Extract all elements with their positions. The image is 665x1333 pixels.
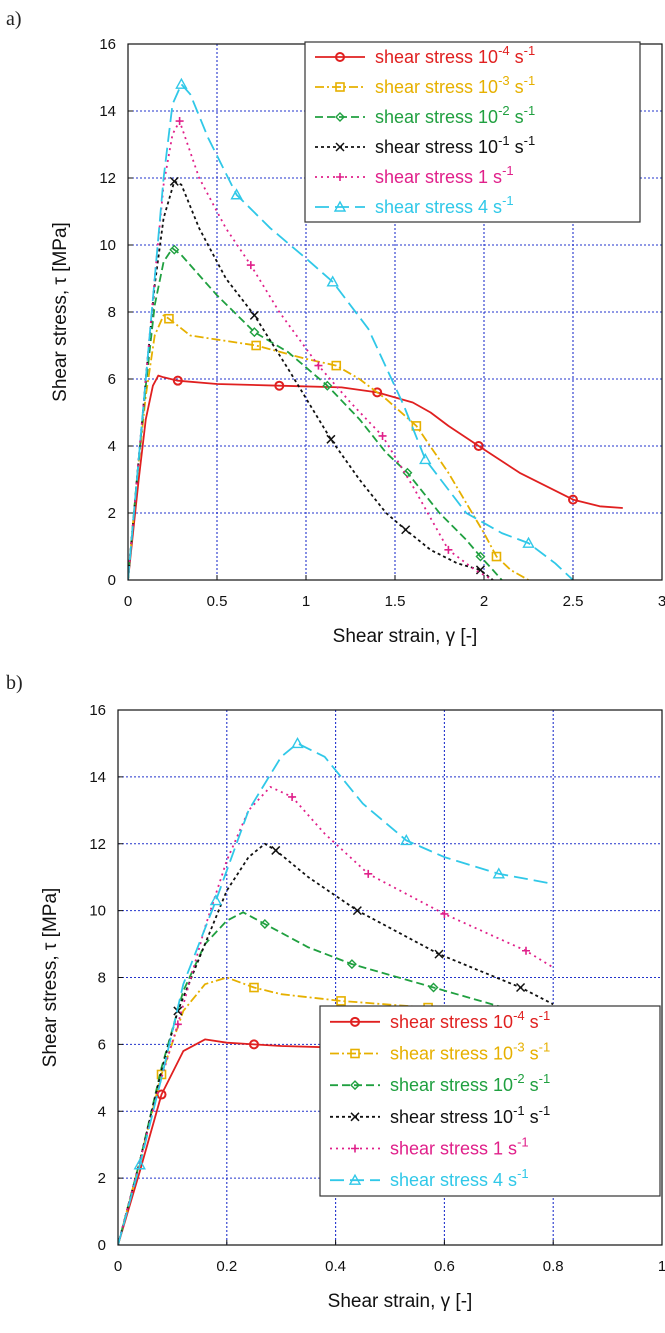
chart-panel-b: b) 0 2 4 6 8 10 12 14 16 0 0.2 0.4 0.6 0.8 1 Shear stra… [0,666,665,1333]
x-tick-label: 2.5 [563,593,584,610]
legend-label-5: shear stress 4 s-1 [390,1166,529,1190]
x-tick-label: 1 [302,593,310,610]
x-tick-label: 0.8 [543,1258,564,1275]
x-tick-label: 1 [658,1258,665,1275]
x-tick-label: 0.2 [216,1258,237,1275]
x-tick-label: 1.5 [385,593,406,610]
legend-label-0: shear stress 10-4 s-1 [375,43,535,67]
legend-label-3: shear stress 10-1 s-1 [390,1103,550,1127]
y-axis-title: Shear stress, τ [MPa] [40,888,61,1068]
y-axis-title: Shear stress, τ [MPa] [50,222,71,402]
y-tick-label: 2 [98,1170,106,1187]
legend-label-4: shear stress 1 s-1 [390,1135,529,1159]
y-tick-label: 12 [89,836,106,853]
x-tick-label: 0.6 [434,1258,455,1275]
chart-panel-a: a) 0 2 4 6 8 10 12 14 16 0 0.5 1 1.5 2 2.5 3 Shear strai… [0,0,665,666]
x-axis-title: Shear strain, γ [-] [328,1291,473,1312]
y-tick-label: 10 [89,903,106,920]
legend-label-5: shear stress 4 s-1 [375,193,514,217]
legend-box [305,42,640,222]
x-axis-title: Shear strain, γ [-] [333,626,478,647]
x-tick-label: 0 [124,593,132,610]
legend-label-1: shear stress 10-3 s-1 [375,73,535,97]
x-tick-label: 3 [658,593,665,610]
legend: shear stress 10-4 s-1 shear stress 10-3 s… [305,42,640,222]
chart-a-svg: 0 2 4 6 8 10 12 14 16 0 0.5 1 1.5 2 2.5 3 Shear strain, … [0,0,665,666]
x-tick-label: 0.4 [325,1258,346,1275]
y-tick-label: 10 [99,237,116,254]
legend-label-2: shear stress 10-2 s-1 [390,1071,550,1095]
y-tick-label: 4 [108,438,116,455]
y-tick-label: 6 [108,371,116,388]
y-tick-label: 0 [108,572,116,589]
x-tick-label: 0 [114,1258,122,1275]
legend-label-4: shear stress 1 s-1 [375,163,514,187]
legend-box [320,1006,660,1196]
chart-b-svg: 0 2 4 6 8 10 12 14 16 0 0.2 0.4 0.6 0.8 1 Shear strain,… [0,666,665,1333]
y-tick-label: 16 [99,36,116,53]
x-tick-label: 2 [480,593,488,610]
legend-label-1: shear stress 10-3 s-1 [390,1040,550,1064]
y-tick-label: 0 [98,1237,106,1254]
legend-label-3: shear stress 10-1 s-1 [375,133,535,157]
y-tick-label: 8 [108,304,116,321]
legend-label-2: shear stress 10-2 s-1 [375,103,535,127]
y-tick-label: 4 [98,1103,106,1120]
legend: shear stress 10-4 s-1 shear stress 10-3 s… [320,1006,660,1196]
y-tick-label: 14 [89,769,106,786]
y-tick-label: 16 [89,702,106,719]
y-tick-label: 14 [99,103,116,120]
y-tick-label: 6 [98,1036,106,1053]
y-tick-label: 2 [108,505,116,522]
x-tick-label: 0.5 [207,593,228,610]
legend-label-0: shear stress 10-4 s-1 [390,1008,550,1032]
y-tick-label: 12 [99,170,116,187]
y-tick-label: 8 [98,970,106,987]
